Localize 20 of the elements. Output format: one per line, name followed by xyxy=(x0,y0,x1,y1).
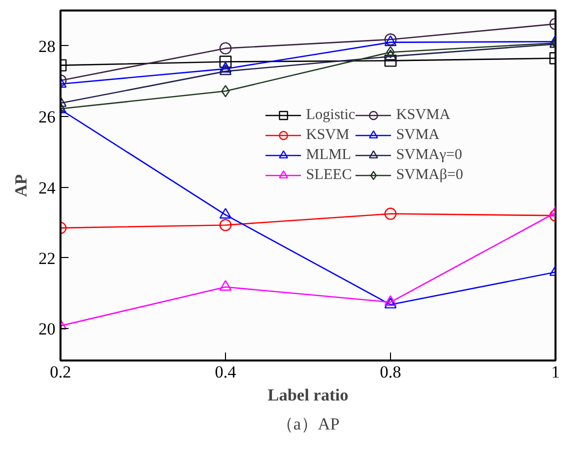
legend-label: KSVM xyxy=(306,126,350,144)
y-axis-title: AP xyxy=(12,174,30,197)
legend-label: MLML xyxy=(306,146,351,164)
legend-label: SVMAβ=0 xyxy=(396,166,464,184)
legend-label: SLEEC xyxy=(306,166,352,184)
y-tick-label: 26 xyxy=(38,108,56,127)
legend-label: KSVMA xyxy=(396,106,450,124)
x-tick-label: 0.2 xyxy=(50,362,72,382)
y-tick-label: 24 xyxy=(38,178,56,198)
x-tick-label: 1 xyxy=(551,362,560,382)
x-tick-label: 0.4 xyxy=(214,362,237,382)
x-axis-title: Label ratio xyxy=(268,386,348,404)
x-tick-label: 0.8 xyxy=(380,362,402,382)
y-tick-label: 22 xyxy=(38,248,56,268)
text: （a）AP xyxy=(276,414,340,434)
y-tick-label: 20 xyxy=(38,320,56,339)
legend-label: SVMAγ=0 xyxy=(396,146,462,164)
legend-label: SVMA xyxy=(396,126,440,144)
legend-label: Logistic xyxy=(306,106,356,124)
y-tick-label: 28 xyxy=(38,36,56,56)
